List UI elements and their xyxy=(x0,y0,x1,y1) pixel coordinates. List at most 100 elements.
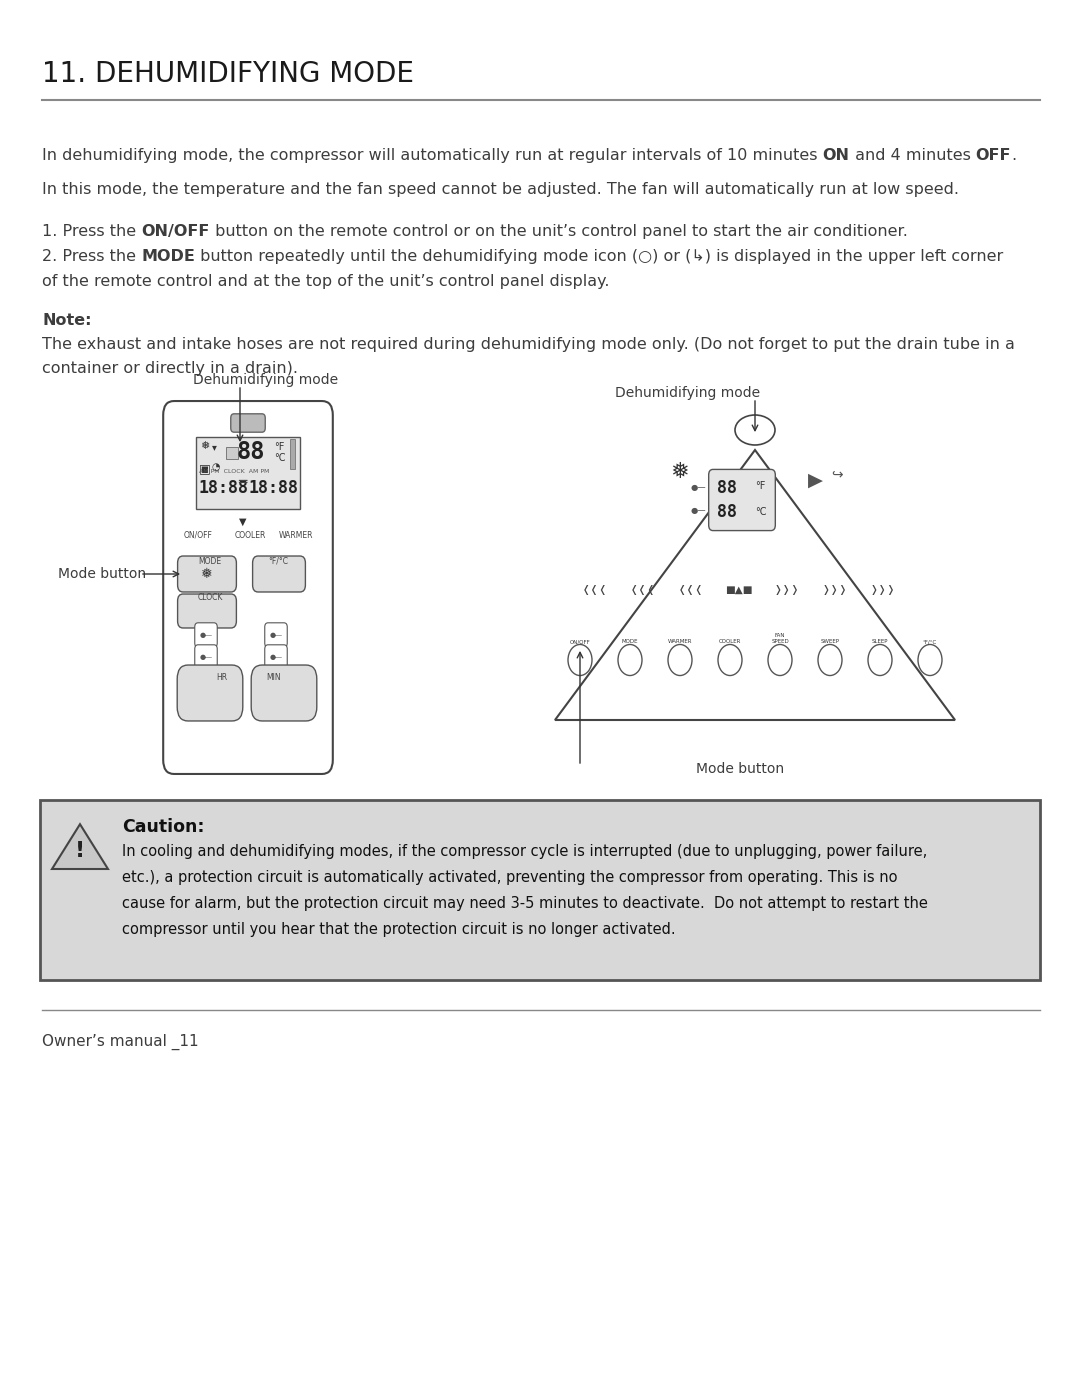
Text: MODE: MODE xyxy=(622,638,638,644)
FancyBboxPatch shape xyxy=(252,665,316,721)
Bar xyxy=(195,437,300,509)
Circle shape xyxy=(718,644,742,676)
Text: ❅: ❅ xyxy=(201,567,213,581)
Text: ▣: ▣ xyxy=(199,462,211,475)
Text: ↪: ↪ xyxy=(832,467,842,481)
Text: ●—: ●— xyxy=(200,631,213,638)
FancyBboxPatch shape xyxy=(40,800,1040,981)
Text: 88: 88 xyxy=(717,503,737,521)
Text: WARMER: WARMER xyxy=(667,638,692,644)
Polygon shape xyxy=(555,450,955,719)
Text: 88: 88 xyxy=(717,479,737,497)
Text: ❭❭❭: ❭❭❭ xyxy=(869,585,896,595)
Text: Caution:: Caution: xyxy=(122,819,204,835)
Text: button on the remote control or on the unit’s control panel to start the air con: button on the remote control or on the u… xyxy=(210,224,907,239)
Text: In cooling and dehumidifying modes, if the compressor cycle is interrupted (due : In cooling and dehumidifying modes, if t… xyxy=(122,844,928,859)
Text: button repeatedly until the dehumidifying mode icon (○) or (↳) is displayed in t: button repeatedly until the dehumidifyin… xyxy=(195,249,1003,264)
Text: ●—: ●— xyxy=(200,654,213,659)
Bar xyxy=(291,439,295,469)
Text: COOLER: COOLER xyxy=(719,638,741,644)
Text: ▾: ▾ xyxy=(212,441,217,453)
Polygon shape xyxy=(52,824,108,869)
FancyBboxPatch shape xyxy=(708,469,775,531)
Text: cause for alarm, but the protection circuit may need 3-5 minutes to deactivate. : cause for alarm, but the protection circ… xyxy=(122,895,928,911)
Text: ❭❭❭: ❭❭❭ xyxy=(822,585,848,595)
Text: and 4 minutes: and 4 minutes xyxy=(850,148,975,163)
Text: FAN
SPEED: FAN SPEED xyxy=(771,633,788,644)
Ellipse shape xyxy=(735,415,775,446)
FancyBboxPatch shape xyxy=(231,414,266,432)
FancyBboxPatch shape xyxy=(265,623,287,647)
Text: ON: ON xyxy=(823,148,850,163)
Text: ▶: ▶ xyxy=(808,471,823,489)
Text: 2. Press the: 2. Press the xyxy=(42,249,141,264)
Circle shape xyxy=(568,644,592,676)
FancyBboxPatch shape xyxy=(253,556,306,592)
Text: of the remote control and at the top of the unit’s control panel display.: of the remote control and at the top of … xyxy=(42,274,609,289)
Text: °F: °F xyxy=(274,441,284,453)
Text: 1. Press the: 1. Press the xyxy=(42,224,141,239)
Circle shape xyxy=(818,644,842,676)
Text: ═: ═ xyxy=(238,475,246,489)
Text: Mode button: Mode button xyxy=(58,567,146,581)
Circle shape xyxy=(768,644,792,676)
Circle shape xyxy=(618,644,642,676)
Text: Dehumidifying mode: Dehumidifying mode xyxy=(193,373,338,387)
Text: 88: 88 xyxy=(237,440,265,464)
Text: ●—: ●— xyxy=(691,506,706,515)
Text: HR: HR xyxy=(216,673,228,682)
Text: .: . xyxy=(1011,148,1016,163)
Circle shape xyxy=(669,644,692,676)
Text: !: ! xyxy=(75,841,85,861)
Text: ❅: ❅ xyxy=(671,462,689,482)
Text: Dehumidifying mode: Dehumidifying mode xyxy=(615,386,760,400)
Text: Note:: Note: xyxy=(42,313,92,328)
FancyBboxPatch shape xyxy=(177,665,243,721)
Text: The exhaust and intake hoses are not required during dehumidifying mode only. (D: The exhaust and intake hoses are not req… xyxy=(42,337,1015,352)
Text: ❅: ❅ xyxy=(200,441,210,451)
Bar xyxy=(226,447,238,460)
Text: ❬❬❬: ❬❬❬ xyxy=(678,585,704,595)
Text: ON/OFF: ON/OFF xyxy=(141,224,210,239)
Text: 11. DEHUMIDIFYING MODE: 11. DEHUMIDIFYING MODE xyxy=(42,60,414,88)
Text: OFF: OFF xyxy=(975,148,1011,163)
Text: °C: °C xyxy=(755,507,767,517)
Text: MODE: MODE xyxy=(141,249,195,264)
Text: ●—: ●— xyxy=(691,483,706,492)
Text: CLOCK: CLOCK xyxy=(198,592,222,602)
Text: 18:88: 18:88 xyxy=(199,479,249,497)
FancyBboxPatch shape xyxy=(163,401,333,774)
Text: ●—: ●— xyxy=(269,631,283,638)
Text: ON/OFF: ON/OFF xyxy=(569,638,591,644)
Text: compressor until you hear that the protection circuit is no longer activated.: compressor until you hear that the prote… xyxy=(122,922,676,937)
Text: COOLER: COOLER xyxy=(234,531,266,541)
Text: °F/°C: °F/°C xyxy=(268,557,288,566)
Text: ■▲■: ■▲■ xyxy=(726,585,753,595)
Text: MODE: MODE xyxy=(199,557,221,566)
Text: WARMER: WARMER xyxy=(279,531,313,541)
Text: 18:88: 18:88 xyxy=(248,479,298,497)
FancyBboxPatch shape xyxy=(265,645,287,669)
Text: MIN: MIN xyxy=(267,673,281,682)
FancyBboxPatch shape xyxy=(177,594,237,629)
Circle shape xyxy=(918,644,942,676)
Text: °F: °F xyxy=(755,481,766,490)
Text: Mode button: Mode button xyxy=(696,761,784,775)
Text: ◔: ◔ xyxy=(212,462,220,472)
Text: ●—: ●— xyxy=(269,654,283,659)
FancyBboxPatch shape xyxy=(194,623,217,647)
FancyBboxPatch shape xyxy=(177,556,237,592)
Text: SLEEP: SLEEP xyxy=(872,638,888,644)
Text: ▼: ▼ xyxy=(240,517,246,527)
Text: In this mode, the temperature and the fan speed cannot be adjusted. The fan will: In this mode, the temperature and the fa… xyxy=(42,182,959,197)
Text: ❬❬❬: ❬❬❬ xyxy=(582,585,608,595)
Text: °C: °C xyxy=(274,453,285,462)
Text: ❬❬❬: ❬❬❬ xyxy=(630,585,657,595)
Text: In dehumidifying mode, the compressor will automatically run at regular interval: In dehumidifying mode, the compressor wi… xyxy=(42,148,823,163)
FancyBboxPatch shape xyxy=(194,645,217,669)
Text: °F/°C: °F/°C xyxy=(923,638,937,644)
Text: AM PM  CLOCK  AM PM: AM PM CLOCK AM PM xyxy=(199,469,269,474)
Text: Owner’s manual _11: Owner’s manual _11 xyxy=(42,1034,199,1051)
Text: container or directly in a drain).: container or directly in a drain). xyxy=(42,360,298,376)
Text: etc.), a protection circuit is automatically activated, preventing the compresso: etc.), a protection circuit is automatic… xyxy=(122,870,897,886)
